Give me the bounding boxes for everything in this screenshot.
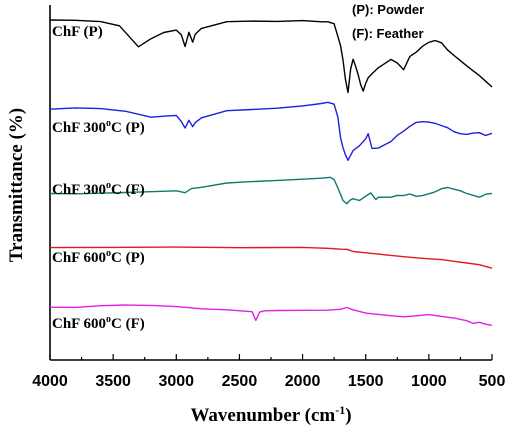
series-labels: ChF (P) ChF 300oC (P) ChF 300oC (F) ChF 600… (52, 24, 145, 332)
legend-entry-feather: (F): Feather (352, 26, 424, 41)
legend: (P): Powder (F): Feather (352, 2, 424, 41)
series-line-0 (49, 19, 493, 94)
x-axis-title-end: ) (345, 405, 351, 426)
series-label-3: ChF 600oC (P) (52, 248, 145, 266)
x-tick-label-1500: 1500 (348, 373, 384, 390)
series-label-1: ChF 300oC (P) (52, 118, 145, 136)
x-tick-label-1000: 1000 (411, 373, 447, 390)
legend-entry-powder: (P): Powder (352, 2, 424, 17)
series-lines (49, 19, 493, 326)
series-line-3 (49, 246, 493, 269)
x-axis-title-sup: -1 (335, 403, 345, 417)
x-tick-label-3500: 3500 (95, 373, 131, 390)
x-axis-title-main: Wavenumber (cm (190, 405, 335, 426)
x-tick-label-500: 500 (479, 373, 506, 390)
x-tick-label-2500: 2500 (222, 373, 258, 390)
x-tick-label-4000: 4000 (32, 373, 68, 390)
x-tick-label-2000: 2000 (285, 373, 321, 390)
series-label-4: ChF 600oC (F) (52, 314, 145, 332)
series-label-0: ChF (P) (52, 24, 103, 40)
series-line-4 (49, 304, 493, 326)
x-axis-tick-labels: 4000 3500 3000 2500 2000 1500 1000 500 (32, 373, 505, 390)
x-axis-title: Wavenumber (cm-1) (190, 403, 351, 426)
y-axis-title: Transmittance (%) (6, 108, 27, 262)
series-label-2: ChF 300oC (F) (52, 180, 145, 198)
x-tick-label-3000: 3000 (158, 373, 194, 390)
series-line-2 (49, 176, 493, 205)
series-line-1 (49, 101, 493, 161)
x-axis-ticks (49, 354, 493, 360)
